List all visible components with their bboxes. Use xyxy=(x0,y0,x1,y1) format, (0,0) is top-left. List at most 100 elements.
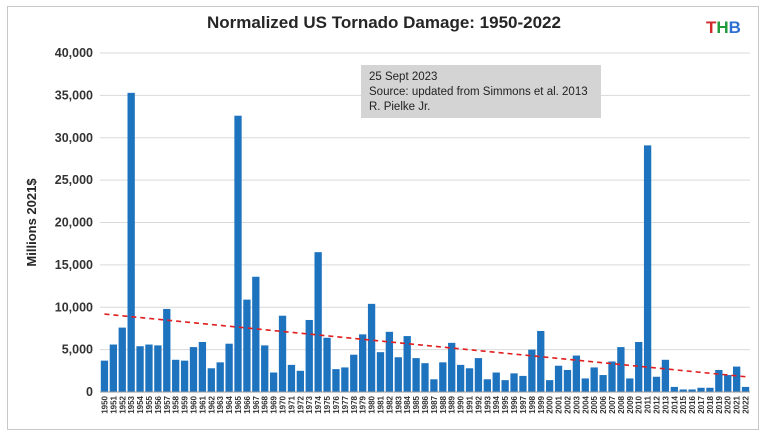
bar xyxy=(180,360,189,392)
x-tick-label: 1990 xyxy=(457,395,466,413)
bar xyxy=(278,315,287,392)
bar xyxy=(528,349,536,392)
x-tick-label: 1961 xyxy=(198,395,207,413)
bar xyxy=(341,367,349,392)
logo-letter-b: B xyxy=(728,18,741,37)
x-tick-label: 1994 xyxy=(492,395,501,413)
x-tick-label: 2019 xyxy=(715,395,724,413)
x-tick-label: 1953 xyxy=(127,395,136,413)
bar xyxy=(724,375,732,392)
x-tick-label: 2003 xyxy=(572,395,581,413)
bar xyxy=(439,362,447,392)
x-tick-label: 2016 xyxy=(688,395,697,413)
bar xyxy=(172,359,180,392)
bar xyxy=(287,364,296,392)
bar xyxy=(189,347,198,392)
x-tick-label: 2010 xyxy=(635,395,644,413)
bar xyxy=(403,336,411,392)
annotation-author: R. Pielke Jr. xyxy=(369,101,431,113)
x-tick-label: 2017 xyxy=(697,395,706,413)
bar xyxy=(448,342,456,392)
bar xyxy=(207,368,215,392)
bar xyxy=(643,145,652,392)
x-tick-label: 1985 xyxy=(412,395,421,413)
x-tick-label: 2011 xyxy=(644,395,653,413)
bar xyxy=(109,344,118,392)
x-tick-label: 1975 xyxy=(323,395,332,413)
bar xyxy=(697,387,705,392)
x-tick-label: 2006 xyxy=(599,395,608,413)
bar xyxy=(732,366,741,392)
bar xyxy=(688,389,696,392)
bar xyxy=(136,346,144,392)
x-tick-label: 1954 xyxy=(136,395,145,413)
bar xyxy=(145,344,153,392)
bar xyxy=(510,373,518,392)
bar xyxy=(261,345,269,392)
x-tick-label: 1974 xyxy=(314,395,323,413)
x-tick-label: 1998 xyxy=(528,395,537,413)
bar xyxy=(350,354,358,392)
x-tick-label: 1951 xyxy=(109,395,118,413)
x-tick-label: 2020 xyxy=(724,395,733,413)
x-tick-label: 1950 xyxy=(100,395,109,413)
bar xyxy=(635,341,643,392)
x-tick-label: 2015 xyxy=(679,395,688,413)
x-tick-label: 1976 xyxy=(332,395,341,413)
x-tick-label: 1966 xyxy=(243,395,252,413)
bar xyxy=(554,365,563,392)
thb-logo: THB xyxy=(706,18,741,38)
x-tick-label: 2021 xyxy=(733,395,742,413)
bar xyxy=(546,380,554,392)
logo-letter-t: T xyxy=(706,18,717,37)
x-tick-label: 1983 xyxy=(394,395,403,413)
bar xyxy=(163,308,171,392)
x-tick-label: 2005 xyxy=(590,395,599,413)
bar xyxy=(127,92,135,393)
x-tick-label: 2000 xyxy=(546,395,555,413)
bar xyxy=(661,359,670,392)
bar xyxy=(269,372,278,392)
bar xyxy=(412,358,420,392)
bar xyxy=(563,369,572,392)
bar xyxy=(706,387,714,392)
bar xyxy=(679,389,687,392)
bar xyxy=(626,378,634,392)
x-tick-label: 2022 xyxy=(742,395,751,413)
bar xyxy=(252,276,260,392)
x-tick-label: 1999 xyxy=(537,395,546,413)
x-tick-label: 1962 xyxy=(207,395,216,413)
x-tick-label: 1991 xyxy=(466,395,475,413)
bar xyxy=(483,379,491,392)
x-tick-label: 1984 xyxy=(403,395,412,413)
y-tick-label: 10,000 xyxy=(55,300,93,314)
x-tick-label: 1956 xyxy=(154,395,163,413)
x-tick-label: 2008 xyxy=(617,395,626,413)
bar xyxy=(323,337,331,392)
x-tick-label: 1978 xyxy=(350,395,359,413)
x-tick-label: 1969 xyxy=(270,395,279,413)
x-tick-label: 2001 xyxy=(555,395,564,413)
bar xyxy=(715,369,723,392)
y-tick-label: 15,000 xyxy=(55,258,93,272)
y-tick-label: 20,000 xyxy=(55,216,93,230)
x-tick-label: 1959 xyxy=(181,395,190,413)
x-tick-label: 1979 xyxy=(359,395,368,413)
x-tick-label: 1973 xyxy=(305,395,314,413)
y-tick-label: 25,000 xyxy=(55,173,93,187)
bar xyxy=(421,363,429,392)
y-axis-label: Millions 2021$ xyxy=(24,178,39,267)
y-tick-label: 5,000 xyxy=(62,343,93,357)
x-tick-label: 1992 xyxy=(474,395,483,413)
bar xyxy=(492,372,500,392)
bar xyxy=(590,367,598,392)
x-tick-label: 2007 xyxy=(608,395,617,413)
bar xyxy=(314,252,322,392)
bar xyxy=(599,375,607,392)
chart-title: Normalized US Tornado Damage: 1950-2022 xyxy=(207,13,561,32)
bar xyxy=(572,355,581,392)
x-tick-label: 2013 xyxy=(661,395,670,413)
bar xyxy=(296,370,304,392)
x-tick-label: 2009 xyxy=(626,395,635,413)
bar xyxy=(118,327,126,392)
